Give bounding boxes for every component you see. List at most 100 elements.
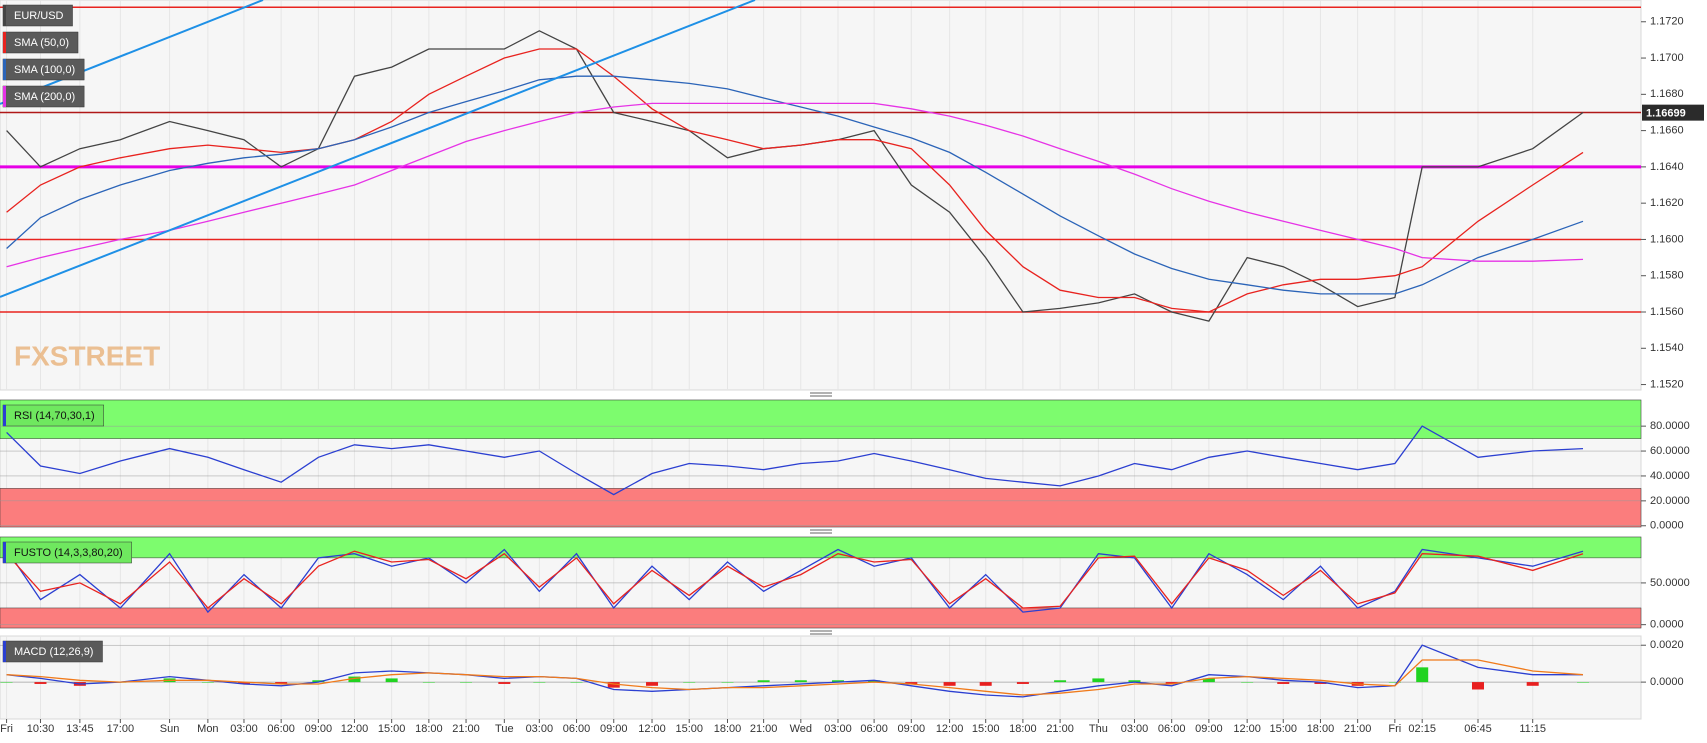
- histogram-bar: [1526, 682, 1539, 686]
- x-tick-label: Tue: [495, 723, 514, 735]
- histogram-bar: [1577, 682, 1590, 683]
- legend-swatch: [3, 86, 6, 107]
- histogram-bar: [979, 682, 992, 686]
- x-tick-label: 18:00: [714, 723, 742, 735]
- y-tick-label: 0.0000: [1650, 676, 1684, 688]
- panel-background: [0, 0, 1642, 391]
- legend-label: SMA (100,0): [14, 64, 75, 76]
- y-tick-label: 1.1660: [1650, 125, 1684, 137]
- x-tick-label: 11:15: [1519, 723, 1546, 735]
- y-tick-label: 1.1720: [1650, 16, 1684, 28]
- legend-swatch: [3, 405, 6, 426]
- legend-label: SMA (200,0): [14, 91, 75, 103]
- histogram-bar: [1314, 682, 1327, 684]
- histogram-bar: [422, 682, 435, 683]
- histogram-bar: [1165, 682, 1178, 684]
- legend-label: MACD (12,26,9): [14, 646, 93, 658]
- y-tick-label: 0.0000: [1650, 619, 1684, 631]
- histogram-bar: [385, 678, 398, 683]
- histogram-bar: [794, 680, 807, 683]
- x-tick-label: 21:00: [750, 723, 778, 735]
- x-tick-label: 06:00: [1158, 723, 1186, 735]
- y-tick-label: 1.1560: [1650, 306, 1684, 318]
- histogram-bar: [460, 682, 473, 683]
- last-price-label: 1.16699: [1646, 108, 1686, 120]
- histogram-bar: [868, 680, 881, 683]
- x-tick-label: 12:00: [638, 723, 666, 735]
- y-tick-label: 1.1680: [1650, 88, 1684, 100]
- x-tick-label: Wed: [790, 723, 812, 735]
- histogram-bar: [237, 682, 250, 684]
- legend-swatch: [3, 5, 6, 26]
- x-tick-label: 09:00: [600, 723, 628, 735]
- y-tick-label: 1.1700: [1650, 52, 1684, 64]
- x-tick-label: 15:00: [675, 723, 703, 735]
- x-tick-label: 09:00: [1195, 723, 1223, 735]
- legend-swatch: [3, 59, 6, 80]
- y-tick-label: 40.0000: [1650, 470, 1690, 482]
- y-tick-label: 20.0000: [1650, 495, 1690, 507]
- x-tick-label: 03:00: [230, 723, 258, 735]
- histogram-bar: [498, 682, 511, 684]
- y-tick-label: 1.1620: [1650, 197, 1684, 209]
- layer: FXSTREET: [0, 0, 1642, 720]
- x-tick-label: 12:00: [1233, 723, 1261, 735]
- y-tick-label: 1.1580: [1650, 270, 1684, 282]
- x-tick-label: 03:00: [824, 723, 852, 735]
- histogram-bar: [533, 682, 546, 683]
- legend-label: FUSTO (14,3,3,80,20): [14, 547, 123, 559]
- histogram-bar: [683, 682, 696, 683]
- legend-swatch: [3, 641, 6, 662]
- x-tick-label: 02:15: [1408, 723, 1436, 735]
- histogram-bar: [646, 682, 659, 686]
- histogram-bar: [312, 680, 325, 683]
- x-tick-label: 21:00: [1046, 723, 1074, 735]
- legend-swatch: [3, 542, 6, 563]
- x-tick-label: 18:00: [415, 723, 443, 735]
- x-tick-label: Fri: [0, 723, 13, 735]
- series-line: [6, 48, 1584, 313]
- layer: 1.16699 EUR/USD SMA (50,0) SMA (100,0) SMA (…: [2, 4, 1704, 663]
- histogram-bar: [1092, 678, 1105, 683]
- x-tick-label: 06:45: [1464, 723, 1492, 735]
- x-tick-label: 06:00: [860, 723, 888, 735]
- panel-background: [0, 635, 1642, 720]
- y-tick-label: 80.0000: [1650, 420, 1690, 432]
- histogram-bar: [0, 682, 13, 683]
- legend-label: EUR/USD: [14, 10, 64, 22]
- histogram-bar: [943, 682, 956, 686]
- legend-label: SMA (50,0): [14, 37, 69, 49]
- y-tick-label: 0.0000: [1650, 520, 1684, 532]
- legend-label: RSI (14,70,30,1): [14, 410, 95, 422]
- watermark: FXSTREET: [14, 340, 160, 371]
- x-tick-label: 18:00: [1307, 723, 1335, 735]
- overbought-band: [0, 536, 1642, 559]
- x-tick-label: Fri: [1388, 723, 1401, 735]
- last-price-box: [1642, 104, 1704, 121]
- x-tick-label: 17:00: [107, 723, 135, 735]
- histogram-bar: [905, 682, 918, 684]
- histogram-bar: [1416, 667, 1429, 683]
- histogram-bar: [1016, 682, 1029, 684]
- x-tick-label: 06:00: [267, 723, 295, 735]
- x-tick-label: 12:00: [341, 723, 369, 735]
- x-tick-label: 09:00: [305, 723, 333, 735]
- x-tick-label: 21:00: [452, 723, 480, 735]
- series-line: [6, 550, 1584, 609]
- histogram-bar: [570, 682, 583, 683]
- x-tick-label: 10:30: [27, 723, 55, 735]
- x-tick-label: 12:00: [936, 723, 964, 735]
- legend-swatch: [3, 32, 6, 53]
- histogram-bar: [1054, 680, 1067, 683]
- x-tick-label: Mon: [197, 723, 218, 735]
- y-tick-label: 50.0000: [1650, 577, 1690, 589]
- x-tick-label: 03:00: [526, 723, 554, 735]
- histogram-bar: [348, 676, 361, 683]
- y-tick-label: 0.0020: [1650, 639, 1684, 651]
- x-tick-label: 21:00: [1344, 723, 1372, 735]
- series-line: [6, 659, 1584, 696]
- series-line: [6, 644, 1583, 698]
- histogram-bar: [275, 682, 288, 684]
